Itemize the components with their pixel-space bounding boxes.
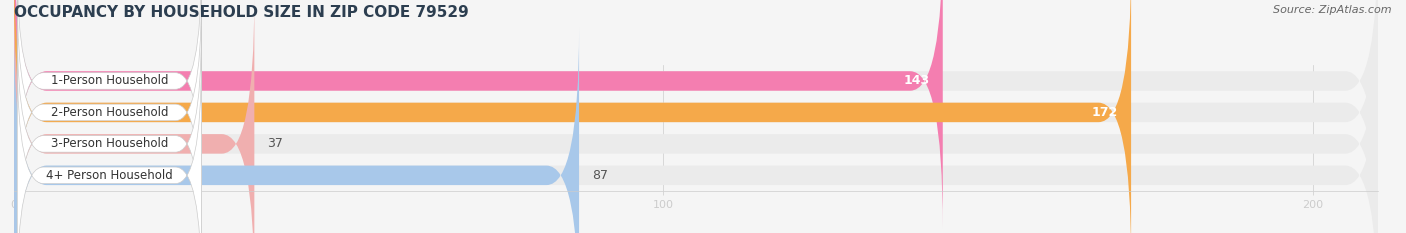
FancyBboxPatch shape xyxy=(14,0,1130,233)
Text: 143: 143 xyxy=(904,75,929,87)
FancyBboxPatch shape xyxy=(17,58,201,233)
FancyBboxPatch shape xyxy=(14,28,1378,233)
FancyBboxPatch shape xyxy=(17,0,201,230)
FancyBboxPatch shape xyxy=(14,28,579,233)
Text: 2-Person Household: 2-Person Household xyxy=(51,106,169,119)
Text: 37: 37 xyxy=(267,137,283,150)
FancyBboxPatch shape xyxy=(14,0,943,229)
Text: 4+ Person Household: 4+ Person Household xyxy=(46,169,173,182)
Text: 87: 87 xyxy=(592,169,607,182)
FancyBboxPatch shape xyxy=(14,0,1378,229)
Text: Source: ZipAtlas.com: Source: ZipAtlas.com xyxy=(1274,5,1392,15)
Text: 172: 172 xyxy=(1092,106,1118,119)
Text: OCCUPANCY BY HOUSEHOLD SIZE IN ZIP CODE 79529: OCCUPANCY BY HOUSEHOLD SIZE IN ZIP CODE … xyxy=(14,5,468,20)
FancyBboxPatch shape xyxy=(17,0,201,199)
FancyBboxPatch shape xyxy=(14,0,1378,233)
FancyBboxPatch shape xyxy=(17,26,201,233)
FancyBboxPatch shape xyxy=(14,0,1378,233)
FancyBboxPatch shape xyxy=(14,0,254,233)
Text: 3-Person Household: 3-Person Household xyxy=(51,137,169,150)
Text: 1-Person Household: 1-Person Household xyxy=(51,75,169,87)
